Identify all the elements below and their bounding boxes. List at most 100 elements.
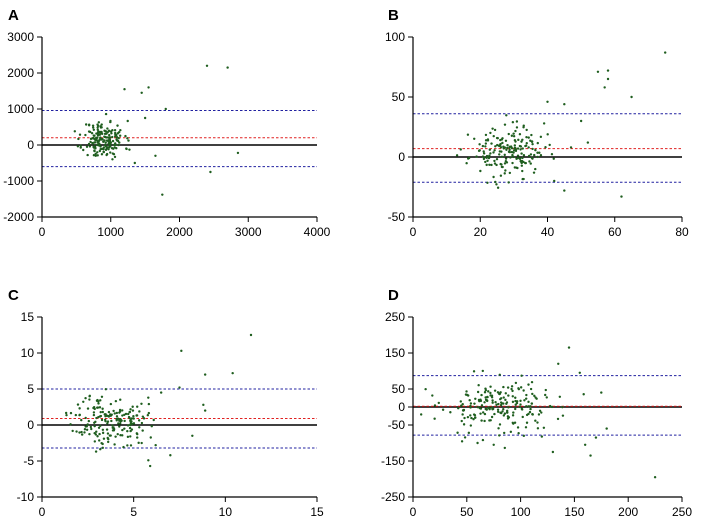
data-point: [589, 454, 592, 457]
data-point: [138, 426, 141, 429]
data-point: [71, 429, 74, 433]
data-point: [663, 51, 667, 54]
panel-D: D -250 -150 -50 0 50 150 250 0 50 100 150 200 250: [381, 287, 692, 519]
data-point: [524, 161, 527, 165]
data-point: [93, 149, 96, 152]
data-point: [465, 390, 468, 393]
data-point: [101, 407, 104, 410]
data-point: [503, 123, 507, 126]
data-point: [510, 146, 514, 150]
data-point: [118, 408, 122, 412]
data-point: [140, 91, 143, 95]
data-point: [152, 418, 155, 422]
y-tick-label: 0: [398, 400, 405, 414]
data-point: [494, 145, 497, 148]
data-point: [494, 180, 497, 184]
data-point: [536, 141, 539, 145]
data-point: [493, 162, 497, 165]
data-point: [482, 150, 485, 153]
data-point: [433, 417, 436, 420]
data-point: [499, 174, 503, 177]
data-point: [653, 476, 657, 479]
data-point: [98, 406, 102, 409]
data-point: [126, 137, 129, 140]
data-point: [503, 162, 507, 165]
data-point: [85, 145, 89, 149]
data-point: [130, 417, 134, 420]
data-point: [95, 138, 98, 141]
data-point: [100, 418, 104, 422]
panel-label-A: A: [8, 7, 19, 24]
data-point: [143, 116, 147, 120]
data-point: [508, 148, 511, 152]
data-point: [109, 143, 112, 146]
data-point: [146, 413, 150, 417]
data-point: [91, 137, 94, 140]
data-point: [520, 140, 523, 143]
data-point: [128, 410, 132, 414]
data-point: [515, 126, 519, 129]
data-point: [492, 443, 495, 446]
data-point: [517, 138, 520, 142]
data-point: [116, 432, 119, 436]
panel-C: C -10 -5 0 5 10 15 0 5 10 15: [8, 287, 324, 519]
data-point: [527, 383, 530, 386]
data-point: [147, 396, 150, 399]
data-point: [511, 120, 515, 124]
data-point: [503, 446, 507, 450]
data-point: [505, 409, 509, 413]
data-point: [594, 436, 598, 439]
panel-label-B: B: [388, 7, 399, 24]
data-point: [484, 142, 488, 145]
y-tick-label: -5: [23, 454, 34, 468]
y-tick-label: 100: [385, 30, 405, 44]
data-point: [89, 425, 93, 429]
data-point: [126, 435, 130, 439]
data-point: [495, 163, 498, 167]
data-point: [534, 148, 537, 152]
data-point: [102, 146, 106, 149]
data-point: [86, 153, 89, 157]
data-point: [205, 64, 209, 68]
data-point: [93, 440, 97, 443]
data-point: [114, 143, 117, 146]
data-point: [164, 107, 167, 111]
data-point: [148, 464, 152, 468]
data-point: [534, 167, 537, 171]
x-tick-label: 60: [608, 225, 622, 239]
data-point: [104, 130, 108, 133]
data-point: [522, 126, 525, 129]
data-point: [131, 409, 135, 412]
data-point: [130, 420, 133, 423]
data-point: [140, 421, 144, 425]
x-tick-label: 150: [564, 505, 584, 519]
panel-label-C: C: [8, 287, 19, 304]
data-point: [106, 432, 110, 435]
data-point: [508, 150, 512, 154]
data-point: [464, 393, 468, 396]
data-point: [78, 431, 81, 434]
data-point: [531, 392, 534, 396]
data-point: [116, 132, 120, 135]
data-point: [97, 144, 101, 147]
data-point: [513, 144, 517, 147]
data-point: [127, 415, 131, 419]
data-point: [107, 129, 111, 133]
data-point: [542, 426, 546, 429]
data-point: [504, 157, 508, 160]
data-point: [536, 427, 540, 430]
data-point: [88, 145, 92, 148]
data-point: [538, 151, 541, 154]
data-point: [93, 424, 96, 428]
data-point: [467, 431, 471, 435]
data-point: [558, 395, 562, 398]
data-point: [127, 412, 130, 416]
data-point: [488, 163, 491, 166]
data-point: [497, 402, 500, 406]
data-point: [150, 425, 153, 428]
data-point: [137, 441, 140, 445]
data-point: [119, 128, 122, 132]
data-point: [479, 169, 482, 173]
data-point: [97, 121, 101, 124]
data-point: [121, 428, 124, 432]
